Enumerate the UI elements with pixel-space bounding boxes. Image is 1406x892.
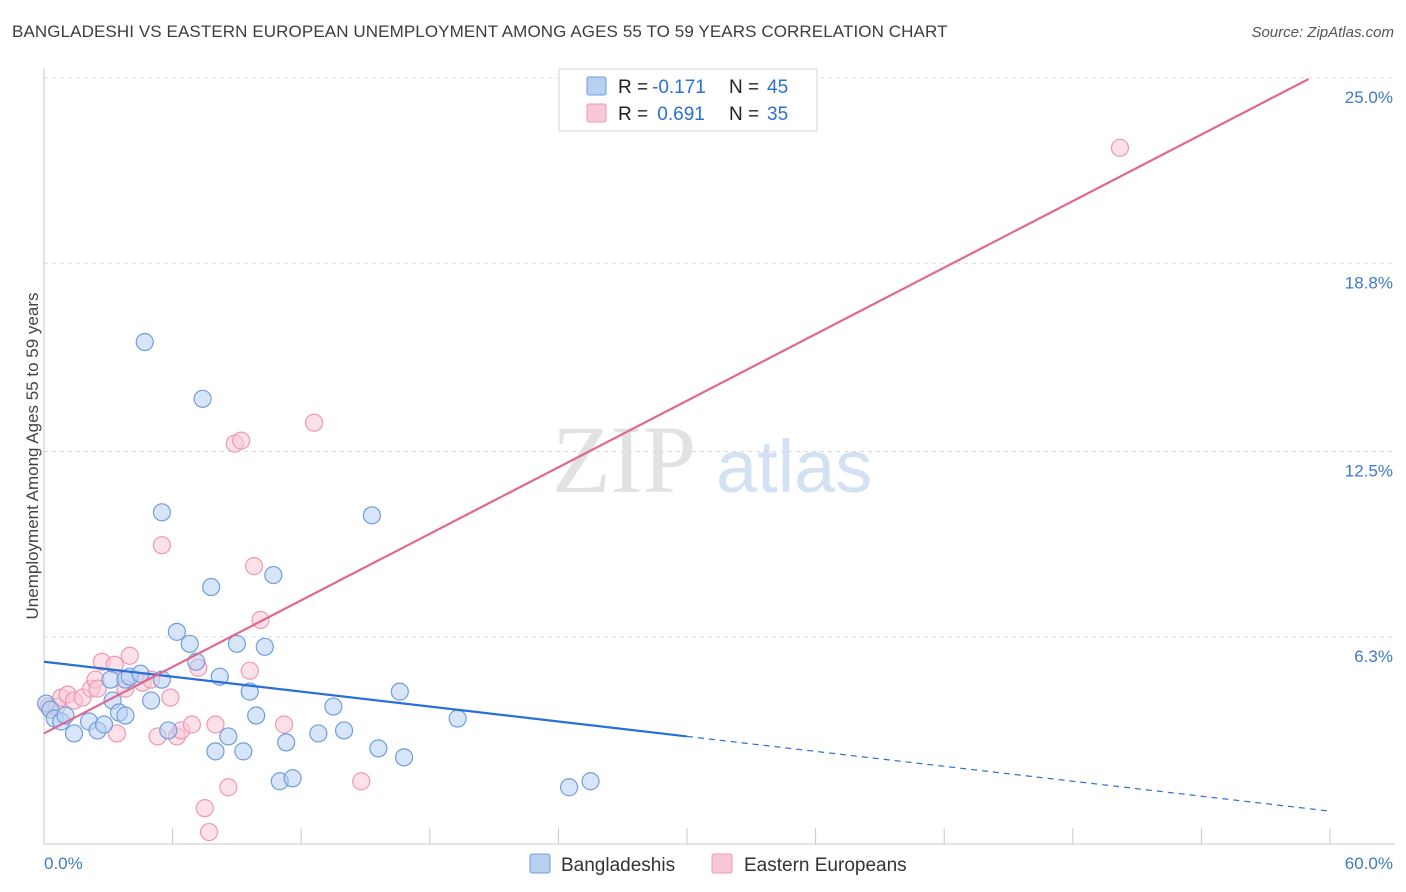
eastern-europeans-point: [219, 778, 238, 797]
bangladeshis-point: [135, 332, 154, 352]
legend-label-bangladeshis[interactable]: Bangladeshis: [561, 855, 675, 876]
trendline-bangladeshis-extension: [686, 735, 1331, 812]
stats-legend: R = -0.171 N = 45 R = 0.691 N = 35: [558, 68, 818, 132]
eastern-europeans-point: [120, 646, 139, 665]
eastern-europeans-point: [152, 536, 171, 555]
eastern-europeans-point: [199, 822, 219, 842]
watermark: ZIP atlas: [552, 406, 872, 513]
eastern-europeans-point: [1110, 138, 1130, 157]
stats-r-value-pink: 0.691: [652, 104, 705, 125]
eastern-europeans-point: [251, 610, 270, 630]
bangladeshis-point: [560, 778, 579, 797]
trendline-eastern-europeans: [43, 78, 1310, 735]
y-tick-label: 18.8%: [1345, 273, 1393, 292]
y-axis-label: Unemployment Among Ages 55 to 59 years: [23, 293, 42, 620]
chart-title: BANGLADESHI VS EASTERN EUROPEAN UNEMPLOY…: [12, 22, 948, 41]
x-ticks: [43, 828, 1331, 844]
y-tick-labels: 6.3% 12.5% 18.8% 25.0%: [1345, 88, 1393, 666]
y-tick-label: 25.0%: [1345, 88, 1393, 107]
bangladeshis-point: [167, 622, 186, 641]
legend-swatch-bangladeshis[interactable]: [529, 853, 551, 874]
legend-swatch-eastern-europeans[interactable]: [711, 853, 733, 874]
eastern-europeans-point: [161, 688, 180, 707]
eastern-europeans-point: [107, 724, 126, 743]
eastern-europeans-point: [304, 413, 324, 432]
bangladeshis-point: [255, 637, 274, 656]
stats-legend-swatch-blue: [586, 76, 607, 96]
source-label: Source: ZipAtlas.com: [1251, 24, 1394, 41]
bangladeshis-point: [202, 577, 221, 597]
bangladeshis-point: [369, 739, 388, 758]
y-tick-label: 12.5%: [1345, 462, 1393, 481]
bangladeshis-point: [390, 682, 409, 701]
eastern-europeans-point: [244, 557, 264, 576]
bangladeshis-point: [324, 697, 343, 716]
series-legend: Bangladeshis Eastern Europeans: [529, 853, 907, 876]
bangladeshis-point: [116, 706, 135, 725]
eastern-europeans-point: [274, 715, 294, 734]
stats-n-label-blue: N =: [729, 77, 759, 98]
stats-r-label-blue: R =: [618, 77, 648, 98]
bangladeshis-point: [180, 634, 199, 653]
bangladeshis-point: [309, 724, 328, 743]
stats-r-value-blue: -0.171: [652, 77, 706, 98]
stats-legend-swatch-pink: [586, 103, 607, 123]
eastern-europeans-point: [182, 715, 201, 734]
watermark-atlas: atlas: [716, 425, 872, 508]
stats-n-value-blue: 45: [767, 77, 788, 98]
bangladeshis-point: [193, 389, 212, 408]
bangladeshis-point: [94, 715, 114, 734]
bangladeshis-point: [64, 724, 84, 743]
x-tick-label-min: 0.0%: [44, 854, 83, 873]
bangladeshis-point: [142, 691, 161, 710]
watermark-zip: ZIP: [552, 406, 696, 513]
y-tick-label: 6.3%: [1354, 647, 1393, 666]
bangladeshis-point: [581, 772, 600, 791]
bangladeshis-point: [448, 709, 467, 728]
legend-label-eastern-europeans[interactable]: Eastern Europeans: [744, 855, 907, 876]
eastern-europeans-point: [352, 772, 371, 791]
eastern-europeans-point: [232, 431, 251, 450]
trend-lines: [43, 78, 1331, 812]
stats-n-label-pink: N =: [729, 104, 759, 125]
bangladeshis-point: [234, 742, 253, 761]
bangladeshis-point: [394, 748, 414, 767]
bangladeshis-point: [240, 682, 259, 701]
grid-lines: [44, 77, 1395, 638]
eastern-europeans-point: [195, 799, 214, 818]
stats-r-label-pink: R =: [618, 104, 648, 125]
bangladeshis-point: [277, 733, 296, 752]
bangladeshis-point: [283, 769, 302, 788]
eastern-europeans-point: [88, 679, 107, 698]
bangladeshis-point: [219, 727, 238, 746]
bangladeshis-point: [334, 721, 354, 740]
bangladeshis-point: [362, 506, 382, 525]
trendline-bangladeshis: [43, 660, 688, 738]
bangladeshis-point: [152, 503, 171, 522]
bangladeshis-point: [159, 721, 178, 740]
eastern-europeans-point: [206, 715, 225, 734]
bangladeshis-point: [247, 706, 266, 725]
bangladeshis-point: [206, 742, 225, 761]
bangladeshis-point: [264, 565, 283, 585]
eastern-europeans-point: [240, 661, 259, 680]
stats-n-value-pink: 35: [767, 104, 788, 125]
bangladeshis-point: [227, 634, 246, 653]
x-tick-label-max: 60.0%: [1345, 854, 1393, 873]
